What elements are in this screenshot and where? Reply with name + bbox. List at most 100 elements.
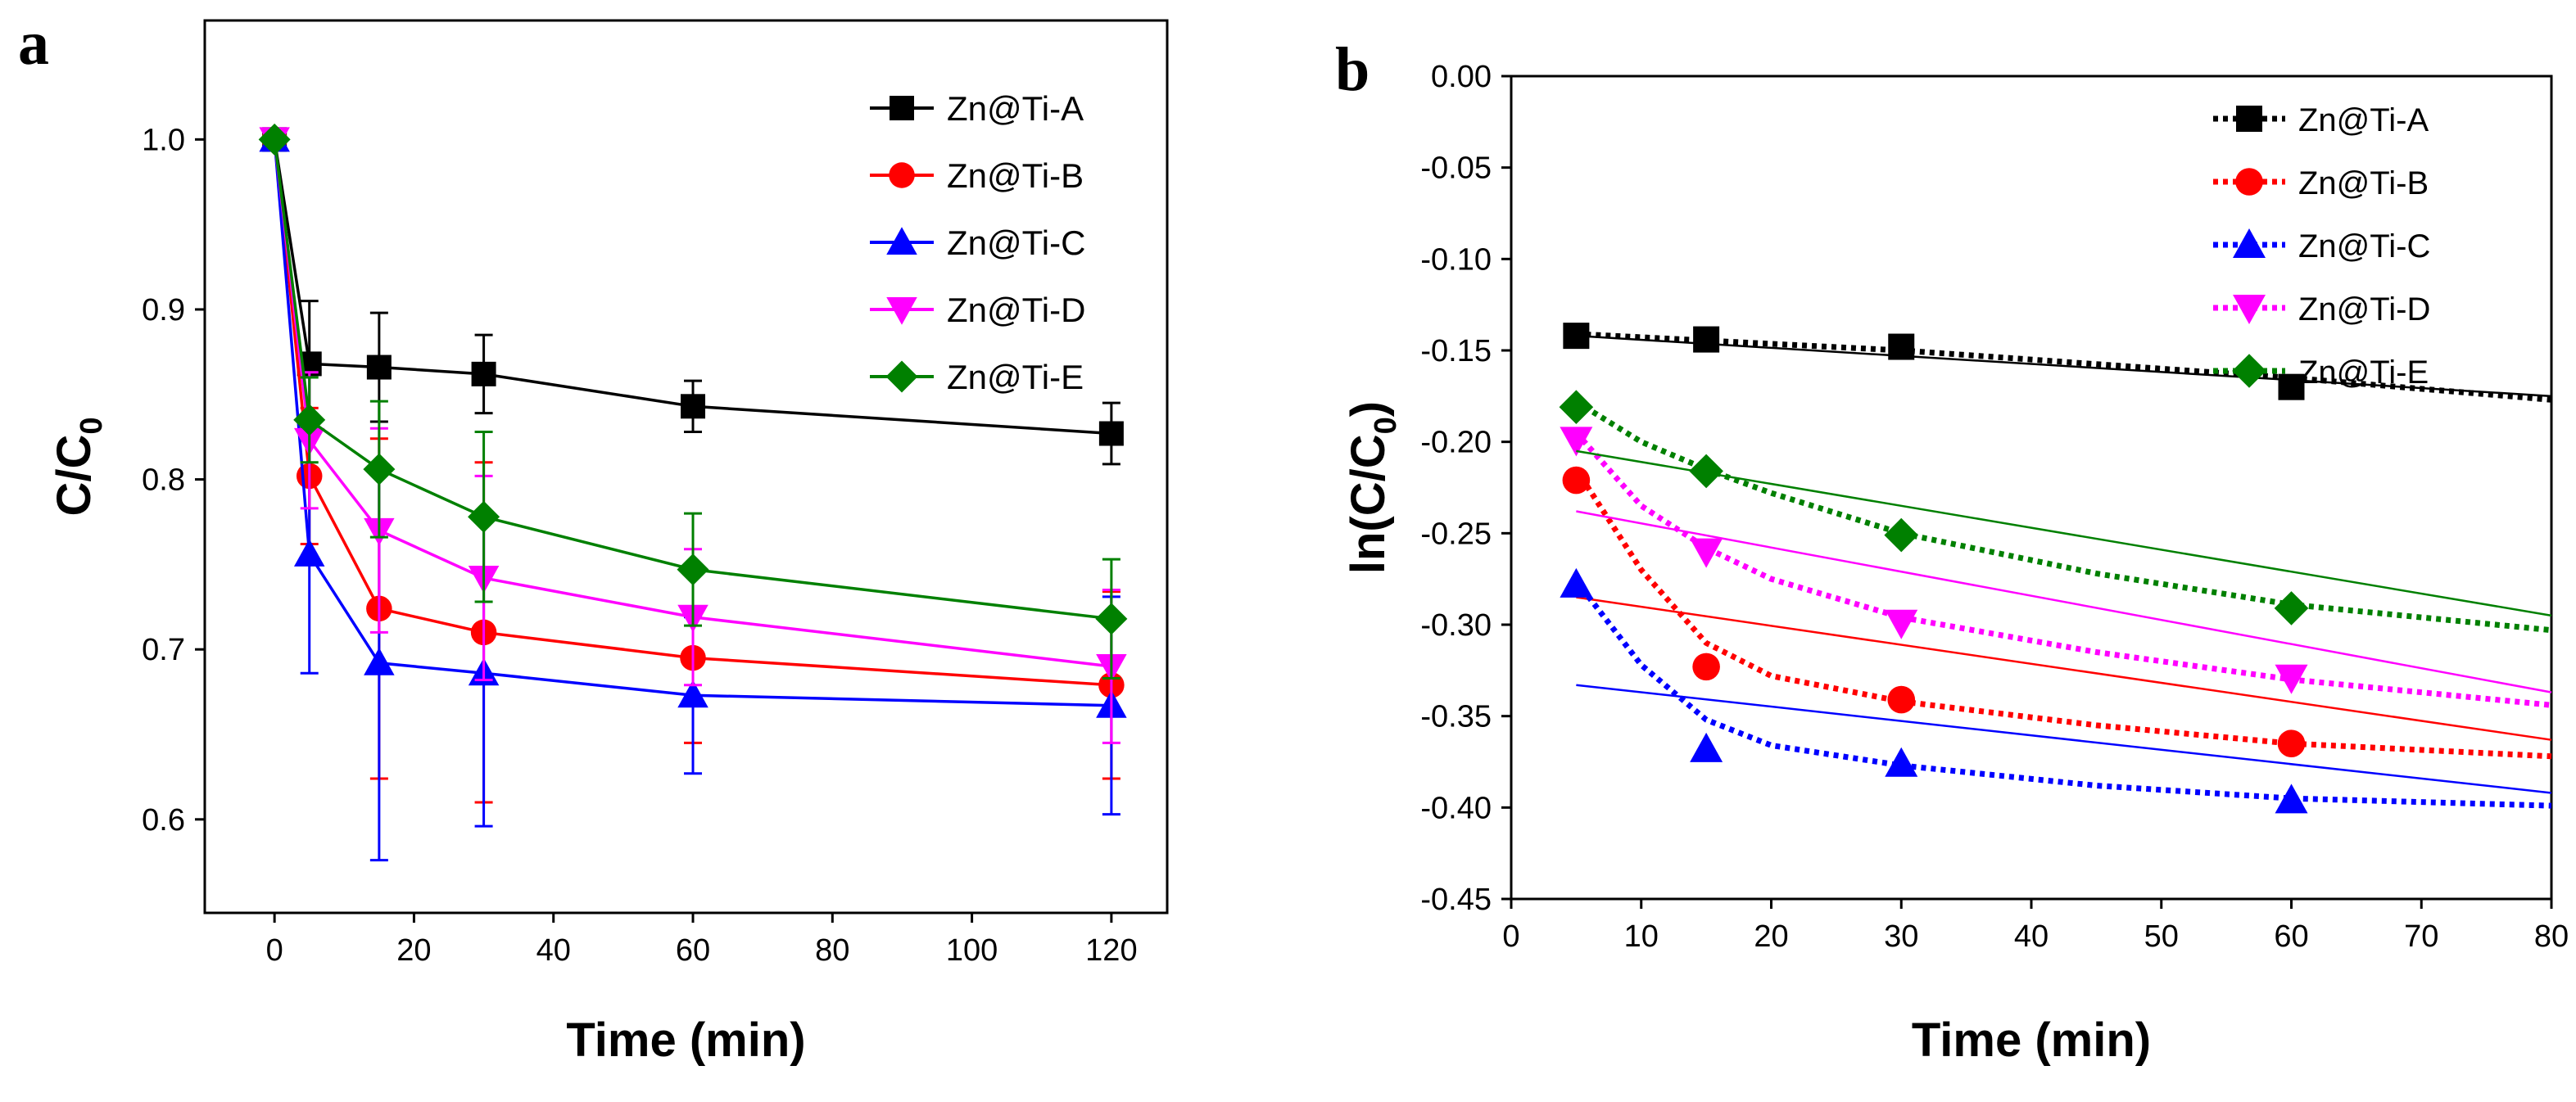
data-point xyxy=(293,404,326,436)
data-point xyxy=(1563,323,1590,350)
series-line xyxy=(273,139,1111,436)
y-axis-title-text: ln(C/C0) xyxy=(1342,401,1403,574)
data-point xyxy=(677,553,709,586)
y-axis-title-subscript: 0 xyxy=(75,417,109,434)
legend-label: Zn@Ti-C xyxy=(947,224,1085,262)
legend-item-zn-ti-b: Zn@Ti-B xyxy=(870,156,1084,195)
legend-item-zn-ti-b: Zn@Ti-B xyxy=(2213,165,2429,201)
data-point xyxy=(1690,538,1723,568)
data-point xyxy=(681,394,706,419)
data-point xyxy=(2277,729,2306,757)
x-axis-title: Time (min) xyxy=(566,1014,805,1067)
data-point xyxy=(471,361,496,386)
x-tick-label: 0 xyxy=(266,933,283,968)
data-point xyxy=(1692,653,1720,681)
data-point xyxy=(1098,421,1124,446)
legend-marker xyxy=(2235,168,2263,196)
data-point xyxy=(677,680,709,708)
y-axis-title-main: ln(C/C xyxy=(1342,434,1395,574)
panel-letter-b: b xyxy=(1335,35,1369,104)
data-point xyxy=(1884,517,1919,553)
x-tick-label: 20 xyxy=(396,933,431,968)
fit-line xyxy=(1576,510,2552,693)
x-tick-label: 40 xyxy=(536,933,571,968)
legend-marker xyxy=(2233,228,2266,258)
legend-marker xyxy=(2232,354,2266,388)
y-tick-label: 1.0 xyxy=(142,123,185,157)
legend-item-zn-ti-a: Zn@Ti-A xyxy=(2213,102,2429,138)
chart-panel-a: 0 20 40 60 80 100 120 0.6 0.7 0.8 0.9 1.0 Time (min)… xyxy=(48,19,1169,1067)
data-point xyxy=(1885,747,1918,777)
fit-line xyxy=(1576,334,2552,398)
trend-curve xyxy=(1573,579,2552,809)
legend-label: Zn@Ti-A xyxy=(947,89,1084,128)
series-zn-ti-a xyxy=(1563,323,2552,403)
series-zn-ti-d xyxy=(1560,427,2552,708)
trend-curve xyxy=(1573,431,2552,708)
legend-item-zn-ti-c: Zn@Ti-C xyxy=(2213,228,2430,264)
y-tick-label: 0.9 xyxy=(142,293,185,327)
y-tick-label: -0.10 xyxy=(1420,242,1492,277)
y-tick-label: 0.8 xyxy=(142,463,185,498)
legend-marker xyxy=(885,360,918,393)
panel-letter-a: a xyxy=(18,9,49,78)
x-tick-label: 80 xyxy=(815,933,849,968)
y-tick-label: -0.45 xyxy=(1420,883,1492,917)
fit-line xyxy=(1576,596,2552,741)
data-point xyxy=(1095,603,1128,635)
data-point xyxy=(2275,784,2308,814)
data-point xyxy=(1888,333,1915,360)
data-point xyxy=(1885,609,1918,639)
x-tick-label: 60 xyxy=(2274,919,2308,954)
x-tick-label: 100 xyxy=(946,933,998,968)
y-axis-title-end: ) xyxy=(1342,401,1395,417)
legend-item-zn-ti-e: Zn@Ti-E xyxy=(2213,354,2429,391)
legend-label: Zn@Ti-B xyxy=(947,156,1084,195)
x-tick-label: 50 xyxy=(2144,919,2179,954)
legend-item-zn-ti-c: Zn@Ti-C xyxy=(870,224,1085,262)
legend-marker xyxy=(889,162,915,188)
trend-curve xyxy=(1573,467,2552,760)
data-point xyxy=(468,500,500,533)
data-point xyxy=(2278,373,2305,400)
legend-item-zn-ti-a: Zn@Ti-A xyxy=(870,89,1084,128)
legend: Zn@Ti-A Zn@Ti-B Zn@Ti-C Zn@Ti-D Zn@Ti-E xyxy=(2213,102,2430,391)
data-point xyxy=(1690,732,1723,762)
trend-curve xyxy=(1576,331,2552,403)
data-point xyxy=(293,539,325,567)
legend-item-zn-ti-e: Zn@Ti-E xyxy=(870,358,1084,396)
data-point xyxy=(1689,454,1723,489)
data-point xyxy=(258,123,291,156)
legend-marker xyxy=(890,96,914,120)
legend-label: Zn@Ti-E xyxy=(947,358,1084,396)
x-tick-label: 40 xyxy=(2014,919,2049,954)
data-point xyxy=(364,648,395,675)
y-tick-label: -0.15 xyxy=(1420,334,1492,368)
legend-label: Zn@Ti-E xyxy=(2298,355,2429,391)
fit-line xyxy=(1576,684,2552,794)
legend-label: Zn@Ti-B xyxy=(2298,165,2429,201)
y-tick-label: 0.7 xyxy=(142,633,185,667)
y-axis-title-subscript: 0 xyxy=(1369,417,1403,434)
data-point xyxy=(2274,591,2309,626)
data-point xyxy=(1693,326,1720,353)
legend-label: Zn@Ti-A xyxy=(2298,102,2429,138)
y-tick-label: 0.6 xyxy=(142,803,185,838)
legend: Zn@Ti-A Zn@Ti-B Zn@Ti-C Zn@Ti-D Zn@Ti-E xyxy=(870,89,1085,396)
y-tick-label: -0.40 xyxy=(1420,791,1492,825)
plot-frame xyxy=(203,19,1169,915)
series-zn-ti-b xyxy=(1562,466,2552,760)
x-tick-label: 120 xyxy=(1085,933,1137,968)
y-axis-title: C/C0 xyxy=(48,417,109,516)
x-tick-label: 60 xyxy=(676,933,710,968)
legend-label: Zn@Ti-C xyxy=(2298,228,2430,264)
chart-panel-b: 0 10 20 30 40 50 60 70 80 0.00 -0.05 -0.10 -0.15 -0.2… xyxy=(1342,60,2569,1067)
series-line xyxy=(273,139,1112,621)
legend-marker xyxy=(2236,106,2262,132)
x-tick-label: 30 xyxy=(1884,919,1918,954)
x-tick-label: 20 xyxy=(1754,919,1788,954)
legend-marker xyxy=(886,227,917,255)
y-tick-label: -0.20 xyxy=(1420,426,1492,460)
series-zn-ti-e xyxy=(1559,390,2552,634)
